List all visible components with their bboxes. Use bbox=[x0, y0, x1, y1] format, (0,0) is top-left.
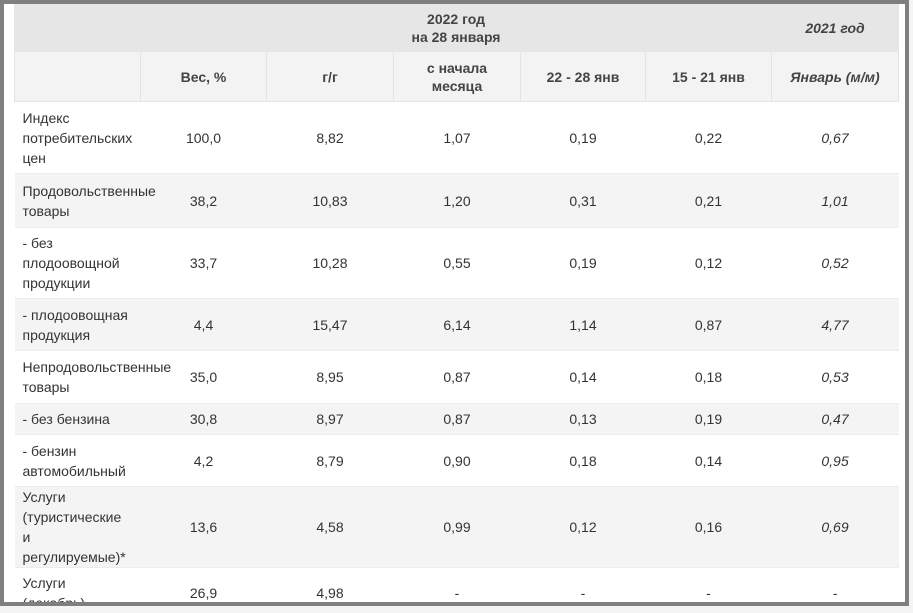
cell-jan2021: - bbox=[771, 567, 899, 602]
table-row: - без плодоовощной продукции 33,7 10,28 0,55 0… bbox=[14, 227, 899, 299]
cell-yoy: 15,47 bbox=[266, 298, 394, 351]
cell-jan2021: 0,67 bbox=[771, 101, 899, 174]
cell-w2: 0,22 bbox=[645, 101, 772, 174]
cell-w2: 0,19 bbox=[645, 403, 772, 435]
col-weight: Вес, % bbox=[140, 51, 267, 102]
table-row: - плодоовощная продукция 4,4 15,47 6,14 1,14 0… bbox=[14, 298, 899, 351]
table-row: Продовольственные товары 38,2 10,83 1,20 0,31… bbox=[14, 173, 899, 228]
row-label: Непродовольственные товары bbox=[14, 350, 171, 404]
cell-weight: 33,7 bbox=[140, 227, 267, 299]
table-row: Услуги (декабрь) 26,9 4,98- - - - bbox=[14, 567, 899, 602]
cell-mtd: - bbox=[393, 567, 521, 602]
header-empty bbox=[14, 4, 141, 52]
cell-mtd: 0,99 bbox=[393, 486, 521, 568]
cell-yoy: 4,98 bbox=[266, 567, 394, 602]
cell-mtd: 6,14 bbox=[393, 298, 521, 351]
cell-jan2021: 1,01 bbox=[771, 173, 899, 228]
table-row: - без бензина 30,8 8,97 0,87 0,13 0,19 0,47 bbox=[14, 403, 899, 435]
row-label: Продовольственные товары bbox=[14, 173, 156, 228]
cell-mtd: 0,87 bbox=[393, 403, 521, 435]
cell-jan2021: 4,77 bbox=[771, 298, 899, 351]
header-2022: 2022 год на 28 января bbox=[140, 4, 772, 52]
cell-weight: 4,2 bbox=[140, 434, 267, 487]
cell-mtd: 0,90 bbox=[393, 434, 521, 487]
cell-jan2021: 0,69 bbox=[771, 486, 899, 568]
cell-mtd: 0,87 bbox=[393, 350, 521, 404]
cell-w1: 0,19 bbox=[520, 227, 646, 299]
cell-weight: 26,9 bbox=[140, 567, 267, 602]
col-week1: 22 - 28 янв bbox=[520, 51, 646, 102]
cell-w1: 0,18 bbox=[520, 434, 646, 487]
header-2022-year: 2022 год bbox=[427, 11, 485, 27]
header-2022-date: на 28 января bbox=[411, 29, 501, 45]
cell-jan2021: 0,52 bbox=[771, 227, 899, 299]
cell-weight: 35,0 bbox=[140, 350, 267, 404]
row-label: - без плодоовощной продукции bbox=[14, 227, 141, 299]
cell-mtd: 1,07 bbox=[393, 101, 521, 174]
cell-jan2021: 0,47 bbox=[771, 403, 899, 435]
col-yoy: г/г bbox=[266, 51, 394, 102]
col-week2: 15 - 21 янв bbox=[645, 51, 772, 102]
col-jan2021: Январь (м/м) bbox=[771, 51, 899, 102]
cell-w2: 0,14 bbox=[645, 434, 772, 487]
row-label: Индекс потребительских цен bbox=[14, 101, 141, 174]
cell-weight: 13,6 bbox=[140, 486, 267, 568]
cell-yoy: 8,79 bbox=[266, 434, 394, 487]
row-label: - плодоовощная продукция bbox=[14, 298, 141, 351]
cpi-table: 2022 год на 28 января 2021 год Вес, % г/г… bbox=[14, 4, 899, 602]
cell-w1: 0,12 bbox=[520, 486, 646, 568]
cell-yoy: 10,83 bbox=[266, 173, 394, 228]
cell-yoy: 4,58 bbox=[266, 486, 394, 568]
table-row: - бензин автомобильный 4,2 8,79 0,90 0,18 0,14… bbox=[14, 434, 899, 487]
cell-w1: 0,19 bbox=[520, 101, 646, 174]
cell-w1: 0,13 bbox=[520, 403, 646, 435]
cell-weight: 100,0 bbox=[140, 101, 267, 174]
row-label: Услуги (декабрь) bbox=[14, 567, 141, 602]
cell-w2: - bbox=[645, 567, 772, 602]
col-mtd: с начала месяца bbox=[393, 51, 521, 102]
cell-weight: 4,4 bbox=[140, 298, 267, 351]
cell-yoy: 8,95 bbox=[266, 350, 394, 404]
cell-w1: 0,31 bbox=[520, 173, 646, 228]
cell-yoy: 10,28 bbox=[266, 227, 394, 299]
cell-jan2021: 0,95 bbox=[771, 434, 899, 487]
cell-weight: 38,2 bbox=[140, 173, 267, 228]
cell-w1: 1,14 bbox=[520, 298, 646, 351]
header-2021: 2021 год bbox=[771, 4, 899, 52]
cell-weight: 30,8 bbox=[140, 403, 267, 435]
header-row-group: 2022 год на 28 января 2021 год bbox=[14, 4, 899, 52]
row-label: - без бензина bbox=[14, 403, 141, 435]
cell-yoy: 8,97 bbox=[266, 403, 394, 435]
row-label: Услуги (туристические и регулируемые)* bbox=[14, 486, 141, 568]
cell-w2: 0,21 bbox=[645, 173, 772, 228]
cell-yoy: 8,82 bbox=[266, 101, 394, 174]
row-label: - бензин автомобильный bbox=[14, 434, 141, 487]
table-row: Непродовольственные товары 35,0 8,95 0,87 0,1… bbox=[14, 350, 899, 404]
cell-w1: 0,14 bbox=[520, 350, 646, 404]
header-row-columns: Вес, % г/г с начала месяца 22 - 28 янв 15… bbox=[14, 51, 899, 102]
cell-mtd: 0,55 bbox=[393, 227, 521, 299]
cell-jan2021: 0,53 bbox=[771, 350, 899, 404]
cell-w2: 0,16 bbox=[645, 486, 772, 568]
table-row: Услуги (туристические и регулируемые)* 13,6… bbox=[14, 486, 899, 568]
col-label bbox=[14, 51, 141, 102]
cell-w2: 0,87 bbox=[645, 298, 772, 351]
cell-w2: 0,12 bbox=[645, 227, 772, 299]
cell-w1: - bbox=[520, 567, 646, 602]
cell-w2: 0,18 bbox=[645, 350, 772, 404]
table-row: Индекс потребительских цен 100,0 8,82 1,07 0,1… bbox=[14, 101, 899, 174]
cell-mtd: 1,20 bbox=[393, 173, 521, 228]
